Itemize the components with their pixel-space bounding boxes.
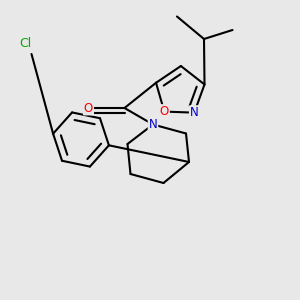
Text: Cl: Cl bbox=[20, 37, 32, 50]
Text: O: O bbox=[84, 101, 93, 115]
Text: N: N bbox=[190, 106, 199, 119]
Text: O: O bbox=[160, 105, 169, 118]
Text: N: N bbox=[148, 118, 158, 131]
